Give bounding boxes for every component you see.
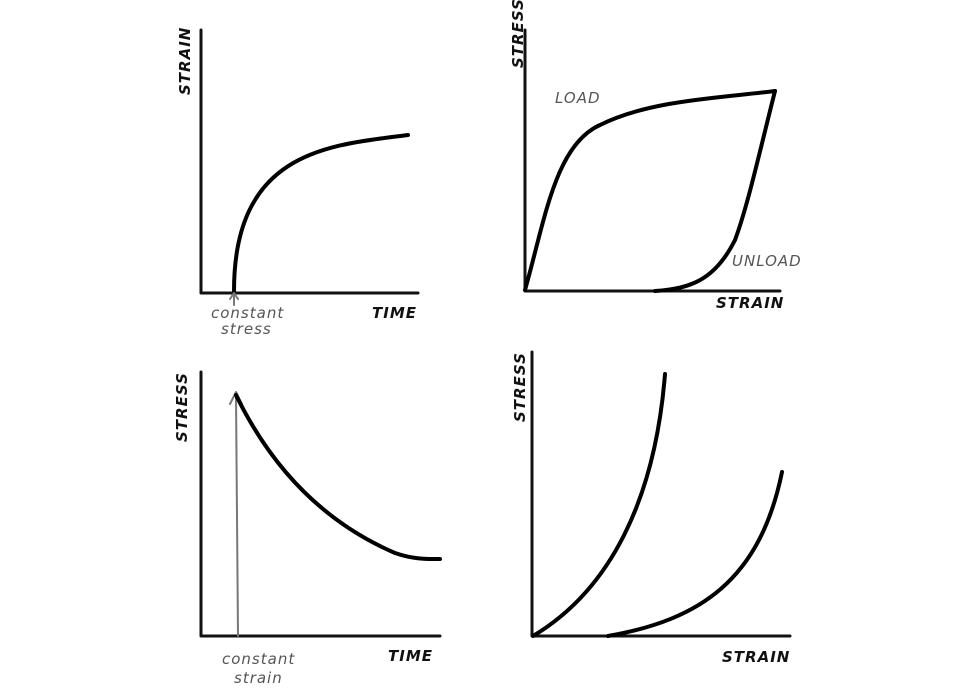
hysteresis-x-axis-label: STRAIN: [716, 294, 784, 312]
relaxation-x-axis-label: TIME: [388, 647, 433, 665]
creep-annotation-line-1: constant: [211, 304, 284, 322]
hysteresis-y-axis-label: STRESS: [509, 0, 527, 68]
creep-arrow: [229, 292, 239, 306]
creep-panel: STRAIN TIME constant stress: [176, 27, 420, 338]
stress-strain-panel: STRESS STRAIN: [511, 350, 792, 666]
relaxation-panel: STRESS TIME constant strain: [173, 370, 442, 687]
creep-annotation-line-2: stress: [221, 320, 272, 338]
unload-label: UNLOAD: [732, 252, 802, 270]
stress-strain-axes: [530, 350, 792, 638]
creep-axes: [199, 28, 420, 295]
creep-y-axis-label: STRAIN: [176, 27, 194, 95]
unload-curve: [653, 89, 777, 293]
relaxation-annotation-line-2: strain: [234, 669, 283, 687]
creep-x-axis-label: TIME: [372, 304, 417, 322]
hysteresis-panel: STRESS STRAIN LOAD UNLOAD: [509, 0, 802, 312]
relaxation-annotation-line-1: constant: [222, 650, 295, 668]
relaxation-curve: [234, 393, 442, 562]
relaxation-axes: [199, 370, 442, 638]
stress-strain-x-axis-label: STRAIN: [722, 648, 790, 666]
stress-strain-y-axis-label: STRESS: [511, 352, 529, 422]
compliant-curve: [606, 470, 784, 638]
creep-curve: [232, 133, 410, 293]
load-curve: [523, 89, 777, 292]
relaxation-y-axis-label: STRESS: [173, 372, 191, 442]
stiff-curve: [531, 372, 667, 638]
load-label: LOAD: [555, 89, 601, 107]
relaxation-arrow: [229, 391, 243, 637]
